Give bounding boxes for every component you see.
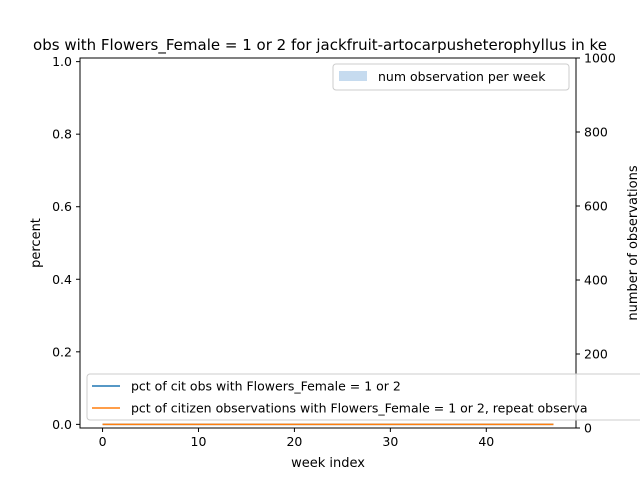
y-axis-right: 0 200 400 600 800 1000	[576, 51, 616, 436]
legend-lower: pct of cit obs with Flowers_Female = 1 o…	[86, 373, 640, 421]
x-tick-label: 30	[382, 434, 398, 449]
x-axis: 0 10 20 30 40	[99, 428, 494, 449]
y-tick-label: 0.4	[52, 272, 72, 287]
y2-axis-label: number of observations	[626, 165, 640, 320]
legend-bar-swatch	[339, 71, 367, 81]
legend-bar-label: num observation per week	[378, 69, 546, 84]
legend-upper: num observation per week	[332, 63, 570, 91]
y-tick-label: 0.2	[52, 344, 72, 359]
plot-frame	[79, 57, 577, 429]
chart-title: obs with Flowers_Female = 1 or 2 for jac…	[33, 36, 607, 55]
y2-tick-label: 800	[584, 125, 608, 140]
legend-series-2-label: pct of citizen observations with Flowers…	[131, 401, 588, 416]
x-tick-label: 40	[478, 434, 494, 449]
y-tick-label: 0.6	[52, 199, 72, 214]
legend-upper-frame	[332, 63, 570, 91]
y2-tick-label: 1000	[584, 51, 616, 66]
x-axis-label: week index	[291, 456, 365, 471]
y2-tick-label: 200	[584, 347, 608, 362]
plot-area	[79, 57, 577, 429]
legend-lower-frame	[86, 373, 640, 421]
y2-tick-label: 0	[584, 421, 592, 436]
y2-tick-label: 400	[584, 273, 608, 288]
y2-tick-label: 600	[584, 199, 608, 214]
y-axis-label: percent	[29, 218, 44, 268]
x-tick-label: 0	[99, 434, 107, 449]
y-tick-label: 0.8	[52, 127, 72, 142]
legend-series-1-label: pct of cit obs with Flowers_Female = 1 o…	[131, 379, 401, 394]
y-axis-left: 0.0 0.2 0.4 0.6 0.8 1.0	[52, 54, 80, 432]
x-tick-label: 20	[286, 434, 302, 449]
y-tick-label: 0.0	[52, 417, 72, 432]
y-tick-label: 1.0	[52, 54, 72, 69]
x-tick-label: 10	[191, 434, 207, 449]
